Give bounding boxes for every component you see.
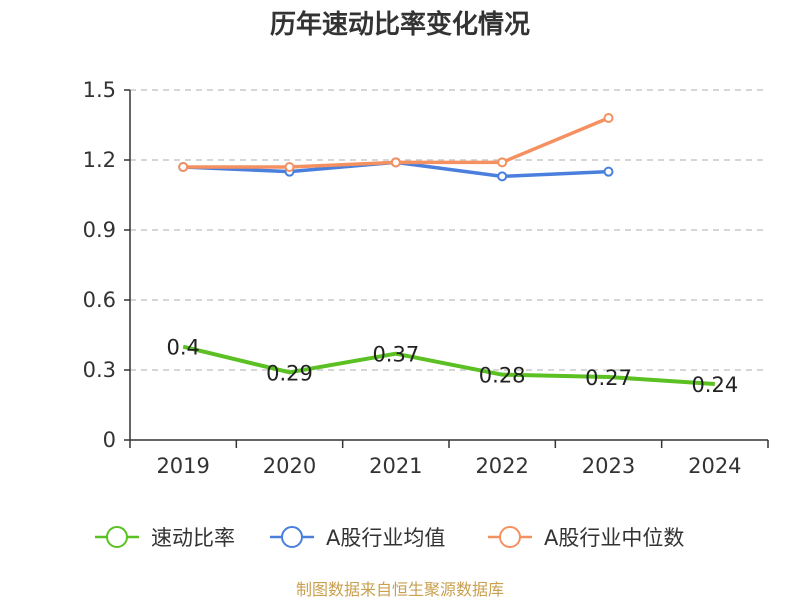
data-label: 0.27	[585, 366, 632, 390]
legend-label: 速动比率	[151, 526, 235, 550]
x-tick-label: 2020	[263, 454, 316, 478]
y-tick-label: 0.6	[83, 288, 116, 312]
data-labels: 0.4 0.29 0.37 0.28 0.27 0.24	[166, 336, 738, 397]
data-label: 0.24	[691, 373, 738, 397]
y-tick-label: 0	[103, 428, 116, 452]
legend: 速动比率 A股行业均值 A股行业中位数	[95, 526, 684, 550]
x-tick-label: 2022	[475, 454, 528, 478]
data-point	[390, 157, 401, 168]
series-lines	[178, 113, 715, 386]
data-point	[178, 162, 189, 172]
y-tick-label: 0.9	[83, 218, 116, 242]
data-point	[603, 113, 614, 123]
data-label: 0.37	[372, 343, 419, 367]
x-tick-label: 2024	[688, 454, 741, 478]
legend-marker	[499, 526, 521, 548]
data-label: 0.28	[479, 364, 526, 388]
data-label: 0.29	[266, 361, 313, 385]
data-point	[603, 166, 614, 177]
data-point	[497, 171, 508, 182]
chart-title: 历年速动比率变化情况	[269, 10, 530, 40]
axes: 0 0.3 0.6 0.9 1.2 1.5 2019 2020 2021 2022 2023 2024	[83, 78, 769, 478]
series-line	[182, 344, 715, 386]
grid-lines	[130, 89, 768, 371]
legend-label: A股行业中位数	[544, 526, 684, 550]
data-label: 0.4	[166, 336, 199, 360]
x-tick-label: 2019	[156, 454, 209, 478]
x-tick-label: 2021	[369, 454, 422, 478]
source-note: 制图数据来自恒生聚源数据库	[295, 580, 504, 599]
legend-label: A股行业均值	[326, 526, 445, 550]
x-tick-label: 2023	[582, 454, 635, 478]
data-point	[497, 157, 508, 168]
legend-marker	[106, 526, 128, 548]
legend-marker	[281, 526, 303, 548]
y-tick-label: 0.3	[83, 358, 116, 382]
data-point	[284, 162, 295, 172]
y-tick-label: 1.5	[83, 78, 116, 102]
y-tick-label: 1.2	[83, 148, 116, 172]
